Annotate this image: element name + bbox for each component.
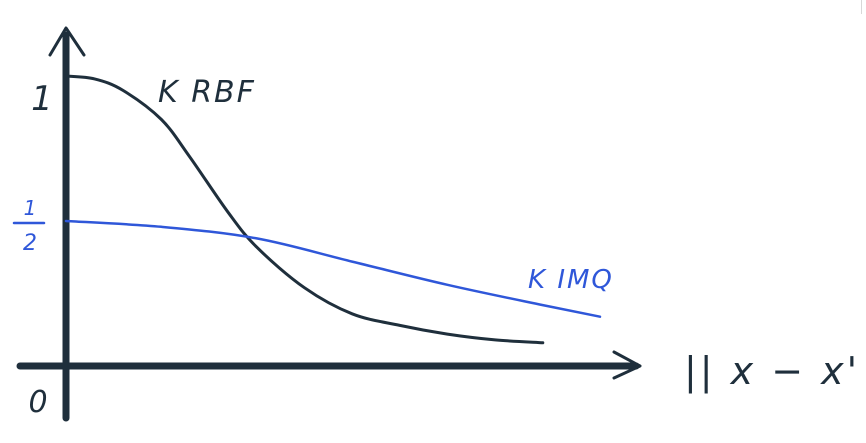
y-tick-half-numerator: 1 <box>24 196 37 220</box>
y-tick-half-denominator: 2 <box>23 231 37 256</box>
y-tick-label-half: 1 2 <box>12 196 46 256</box>
window-edge-mark <box>861 0 866 14</box>
x-axis-label: || x − x' || <box>684 349 866 394</box>
x-axis-arrowhead <box>612 350 642 380</box>
y-tick-label-1: 1 <box>31 79 53 119</box>
y-tick-label-0: 0 <box>28 385 47 420</box>
series-line-k-imq <box>64 219 602 318</box>
series-label-k-imq: K IMQ <box>528 265 614 295</box>
series-label-k-rbf: K RBF <box>158 75 256 110</box>
series-line-k-rbf <box>64 74 545 345</box>
y-axis-arrowhead <box>48 26 86 57</box>
